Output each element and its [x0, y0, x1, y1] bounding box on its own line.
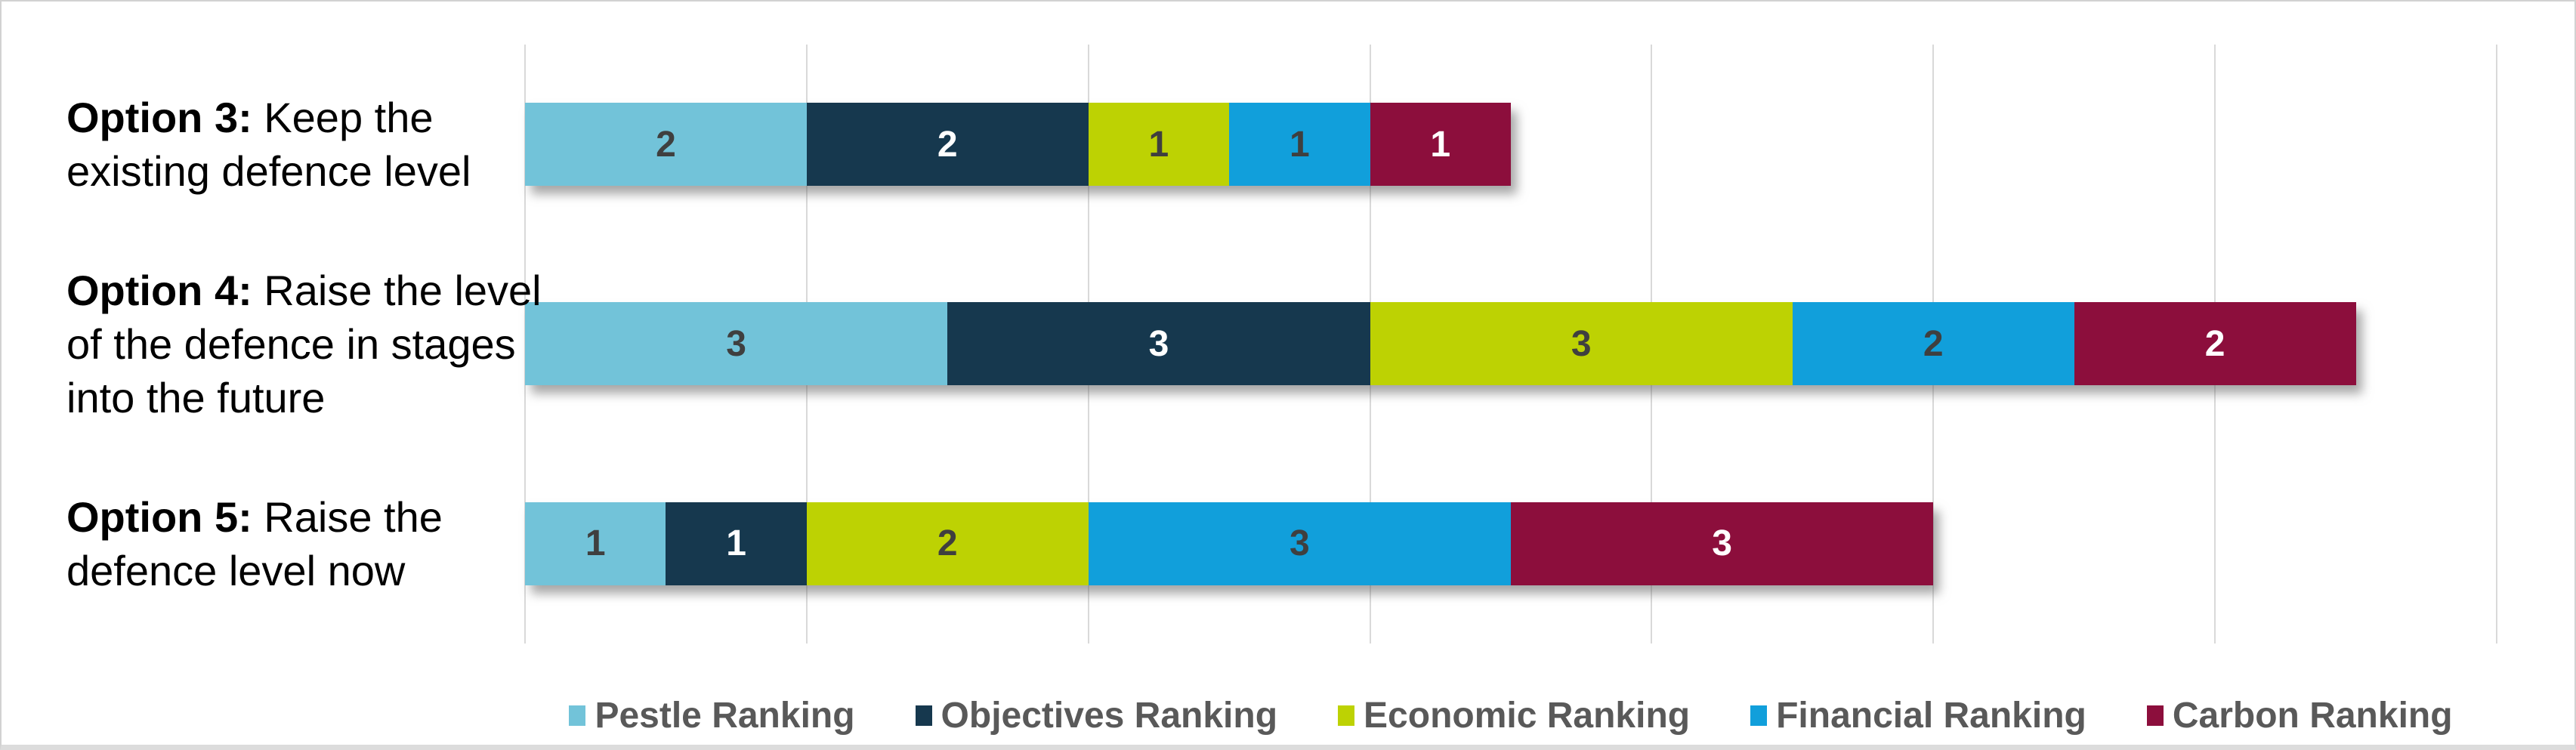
legend-item-pestle-ranking: Pestle Ranking: [569, 695, 855, 736]
legend-item-objectives-ranking: Objectives Ranking: [915, 695, 1278, 736]
bar-segment-financial-ranking: 1: [1229, 103, 1370, 187]
bar-segment-carbon-ranking: 3: [1510, 502, 1934, 585]
bar-segment-objectives-ranking: 2: [806, 103, 1089, 187]
bar-segment-pestle-ranking: 2: [525, 103, 807, 187]
legend-label: Carbon Ranking: [2172, 695, 2453, 736]
bar-segment-carbon-ranking: 2: [2074, 302, 2356, 386]
segment-value-label: 2: [937, 124, 958, 165]
stacked-bar-option-4-: 3 3 3 2 2: [525, 302, 2497, 386]
category-label-line: Option 3: Keep the: [66, 94, 434, 142]
segment-value-label: 3: [1571, 323, 1592, 364]
category-label-line: existing defence level: [66, 147, 471, 196]
segment-value-label: 3: [1712, 523, 1732, 564]
segment-value-label: 2: [2204, 323, 2225, 364]
segment-value-label: 1: [585, 523, 606, 564]
segment-value-label: 2: [656, 124, 676, 165]
legend: Pestle Ranking Objectives Ranking Economic…: [525, 684, 2497, 745]
category-label-line: defence level now: [66, 546, 406, 594]
segment-value-label: 1: [726, 523, 746, 564]
bar-segment-pestle-ranking: 3: [525, 302, 948, 386]
legend-swatch-pestle-ranking: [569, 705, 586, 726]
legend-label: Pestle Ranking: [595, 695, 855, 736]
bar-segment-carbon-ranking: 1: [1370, 103, 1511, 187]
legend-swatch-financial-ranking: [1750, 705, 1768, 726]
bar-segment-objectives-ranking: 3: [947, 302, 1370, 386]
bar-segment-financial-ranking: 3: [1088, 502, 1511, 585]
category-label-line: Option 5: Raise the: [66, 492, 443, 541]
gridline: [2496, 45, 2497, 644]
bar-segment-financial-ranking: 2: [1792, 302, 2074, 386]
segment-value-label: 2: [937, 523, 958, 564]
legend-item-economic-ranking: Economic Ranking: [1338, 695, 1690, 736]
bar-segment-pestle-ranking: 1: [525, 502, 666, 585]
bar-row: 3 3 3 2 2: [525, 244, 2497, 443]
legend-item-carbon-ranking: Carbon Ranking: [2146, 695, 2453, 736]
legend-label: Financial Ranking: [1776, 695, 2086, 736]
segment-value-label: 1: [1148, 124, 1169, 165]
category-label-option-3-: Option 3: Keep the existing defence level: [66, 45, 520, 244]
legend-swatch-carbon-ranking: [2146, 705, 2164, 726]
bar-row: 1 1 2 3 3: [525, 444, 2497, 644]
segment-value-label: 1: [1430, 124, 1451, 165]
legend-item-financial-ranking: Financial Ranking: [1750, 695, 2086, 736]
legend-swatch-economic-ranking: [1338, 705, 1355, 726]
stacked-bar-option-3-: 2 2 1 1 1: [525, 103, 2497, 187]
segment-value-label: 3: [1148, 323, 1169, 364]
category-label-line: Option 4: Raise the level: [66, 266, 542, 314]
legend-label: Objectives Ranking: [941, 695, 1278, 736]
bar-segment-economic-ranking: 3: [1370, 302, 1793, 386]
category-label-line: of the defence in stages: [66, 319, 516, 368]
category-label-option-5-: Option 5: Raise the defence level now: [66, 444, 520, 644]
bar-segment-economic-ranking: 2: [806, 502, 1089, 585]
stacked-bar-option-5-: 1 1 2 3 3: [525, 502, 2497, 585]
bar-row: 2 2 1 1 1: [525, 45, 2497, 244]
category-label-option-4-: Option 4: Raise the level of the defence …: [66, 244, 542, 443]
segment-value-label: 1: [1289, 124, 1310, 165]
bar-segment-economic-ranking: 1: [1088, 103, 1230, 187]
category-label-line: into the future: [66, 374, 326, 422]
bar-segment-objectives-ranking: 1: [666, 502, 807, 585]
plot-area: 2 2 1 1 1 3 3 3 2 2 1 1 2 3 3: [524, 45, 2497, 644]
segment-value-label: 3: [1289, 523, 1310, 564]
category-axis-labels: Option 3: Keep the existing defence level…: [66, 45, 542, 644]
segment-value-label: 3: [726, 323, 746, 364]
legend-swatch-objectives-ranking: [915, 705, 932, 726]
legend-label: Economic Ranking: [1364, 695, 1691, 736]
segment-value-label: 2: [1923, 323, 1944, 364]
